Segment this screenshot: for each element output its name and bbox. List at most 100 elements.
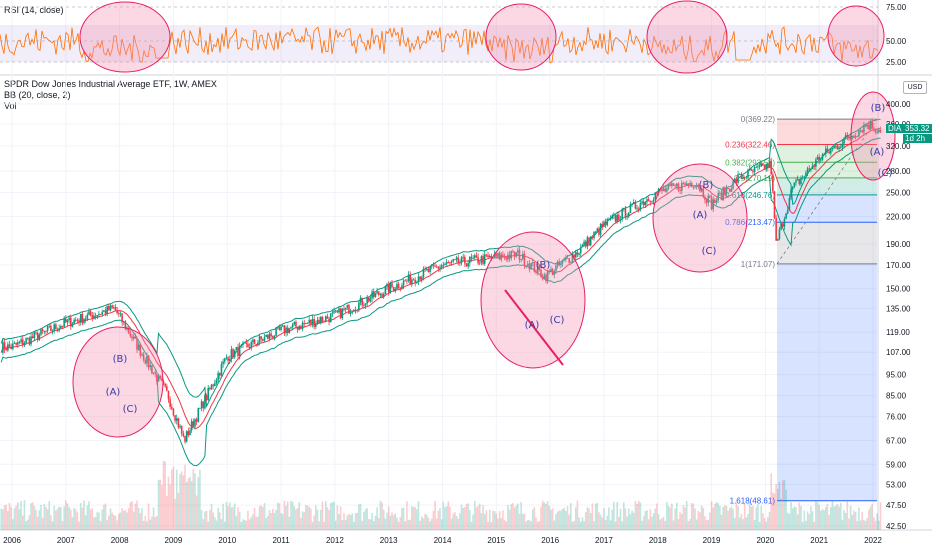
highlight-ellipses[interactable] bbox=[72, 0, 896, 438]
volume-bar bbox=[654, 508, 657, 530]
volume-bar bbox=[715, 501, 718, 530]
candle-body bbox=[705, 199, 708, 203]
candle-body bbox=[556, 261, 559, 266]
candle-body bbox=[470, 256, 473, 259]
volume-bar bbox=[675, 502, 678, 530]
candle-body bbox=[864, 124, 867, 127]
candle-body bbox=[271, 336, 274, 338]
volume-bar bbox=[204, 511, 206, 530]
wave-label: (C) bbox=[550, 315, 565, 326]
volume-bar bbox=[404, 521, 407, 530]
candle-body bbox=[803, 176, 806, 178]
candle-body bbox=[419, 276, 421, 280]
candle-body bbox=[280, 326, 282, 330]
candle-body bbox=[232, 349, 234, 358]
candle-body bbox=[257, 342, 259, 346]
volume-bar bbox=[873, 517, 875, 530]
price-axis-label: 320.00 bbox=[886, 142, 911, 151]
bollinger-bands-label[interactable]: BB (20, close, 2) bbox=[4, 90, 71, 100]
volume-bar bbox=[786, 512, 789, 530]
volume-bar bbox=[710, 501, 713, 530]
candle-body bbox=[371, 291, 373, 299]
volume-bar bbox=[714, 503, 716, 530]
candle-body bbox=[58, 328, 60, 331]
volume-label[interactable]: Vol bbox=[4, 101, 17, 111]
fib-level-label: 0.618(246.76) bbox=[725, 191, 775, 200]
volume-bar bbox=[623, 502, 625, 530]
time-axis-label: 2015 bbox=[487, 536, 505, 545]
volume-bar bbox=[387, 506, 390, 530]
candle-body bbox=[71, 323, 74, 327]
volume-bar bbox=[606, 515, 609, 530]
volume-bar bbox=[127, 508, 130, 530]
candle-body bbox=[715, 200, 718, 203]
volume-bar bbox=[848, 518, 850, 530]
candle-body bbox=[230, 349, 233, 360]
volume-bar bbox=[36, 516, 39, 530]
volume-bar bbox=[591, 503, 594, 530]
volume-bar bbox=[520, 502, 522, 530]
volume-bar bbox=[864, 521, 867, 530]
time-axis-label: 2018 bbox=[649, 536, 667, 545]
candle-body bbox=[276, 326, 279, 328]
candle-body bbox=[810, 168, 812, 170]
volume-bar bbox=[618, 516, 620, 530]
candle-body bbox=[129, 333, 132, 337]
volume-bar bbox=[465, 504, 468, 530]
volume-bar bbox=[16, 502, 19, 530]
volume-bar bbox=[826, 503, 829, 530]
volume-bar bbox=[79, 503, 82, 530]
candle-body bbox=[167, 390, 170, 400]
bb-upper-band bbox=[0, 118, 881, 409]
volume-bar bbox=[755, 507, 758, 530]
volume-bar bbox=[212, 512, 214, 530]
volume-bar bbox=[737, 505, 739, 530]
candle-body bbox=[220, 364, 223, 376]
volume-bar bbox=[172, 466, 175, 530]
candle-body bbox=[487, 255, 489, 258]
candle-body bbox=[710, 197, 713, 210]
candle-body bbox=[151, 365, 153, 374]
volume-bar bbox=[733, 518, 736, 530]
candle-body bbox=[131, 336, 133, 339]
volume-bar bbox=[775, 483, 777, 530]
volume-bar bbox=[377, 517, 380, 530]
volume-bar bbox=[262, 507, 264, 530]
volume-bar bbox=[51, 521, 54, 530]
elliott-wave-labels[interactable]: (B)(A)(C)(B)(A) (C)(B)(A)(C)(B)(A)(C) bbox=[106, 103, 893, 415]
volume-bar bbox=[849, 505, 852, 530]
candle-body bbox=[636, 208, 638, 210]
volume-bar bbox=[273, 513, 276, 530]
volume-bar bbox=[65, 500, 67, 530]
volume-bar bbox=[689, 519, 691, 530]
candle-body bbox=[707, 195, 710, 203]
candle-body bbox=[306, 322, 309, 324]
candle-body bbox=[382, 294, 385, 297]
candle-body bbox=[733, 178, 736, 181]
volume-bar bbox=[109, 508, 112, 530]
volume-bar bbox=[695, 519, 698, 530]
wave-label: (B) bbox=[113, 354, 128, 365]
candle-body bbox=[846, 135, 849, 137]
volume-bar bbox=[644, 510, 647, 530]
volume-bar bbox=[271, 508, 274, 530]
volume-bar bbox=[313, 515, 315, 530]
volume-bar bbox=[798, 502, 801, 530]
candle-body bbox=[626, 215, 628, 218]
currency-button[interactable]: USD bbox=[903, 81, 927, 94]
volume-bar bbox=[376, 507, 378, 530]
volume-bar bbox=[725, 506, 728, 530]
symbol-title[interactable]: SPDR Dow Jones Industrial Average ETF, 1… bbox=[4, 79, 217, 89]
candle-body bbox=[687, 183, 690, 185]
rsi-indicator-label[interactable]: RSI (14, close) bbox=[4, 5, 64, 15]
volume-bar bbox=[356, 512, 359, 530]
volume-bar bbox=[738, 517, 741, 530]
candle-body bbox=[728, 188, 731, 192]
candle-body bbox=[581, 245, 584, 248]
volume-bar bbox=[164, 461, 166, 530]
volume-bar bbox=[276, 502, 279, 530]
volume-bar bbox=[321, 501, 324, 530]
volume-bar bbox=[328, 509, 330, 530]
candle-body bbox=[372, 291, 375, 297]
